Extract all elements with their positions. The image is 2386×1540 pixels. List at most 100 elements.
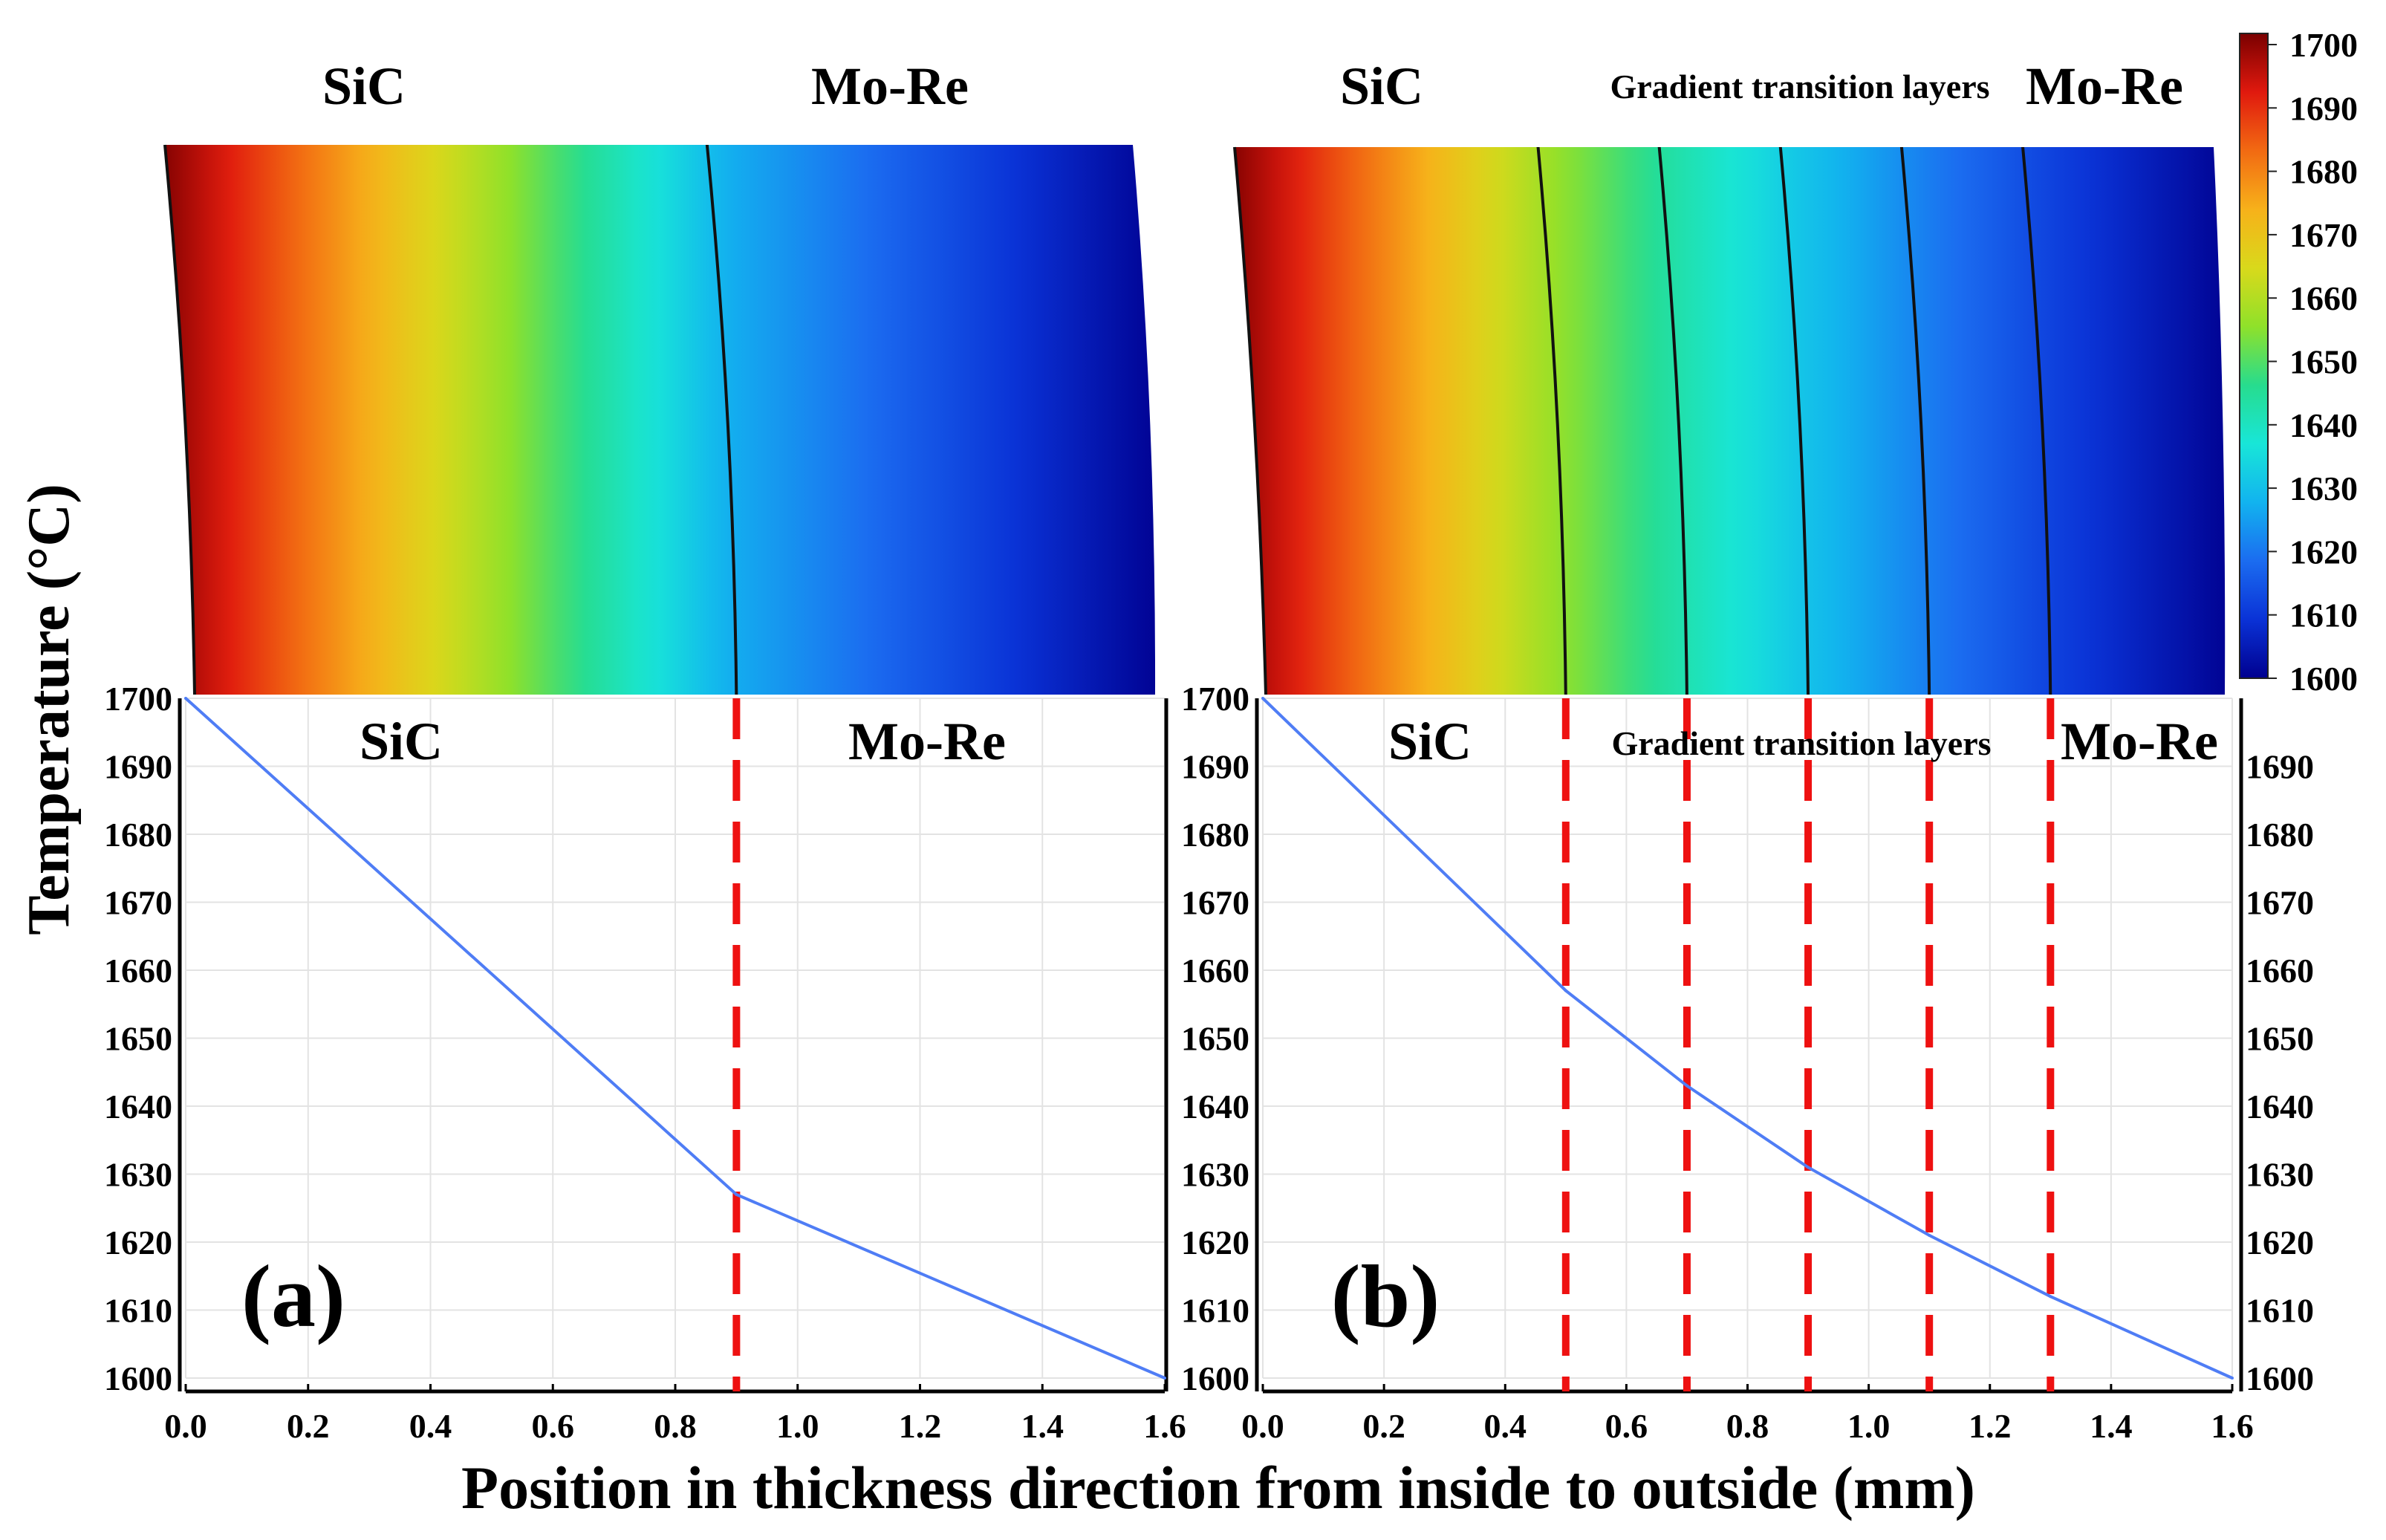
layer-interface — [1778, 147, 1810, 695]
x-tick-label: 0.0 — [1241, 1407, 1284, 1445]
y-tick-label: 1700 — [1181, 680, 1249, 718]
contour-b-fill — [1235, 147, 2226, 695]
plot-a-right-label: Mo-Re — [848, 712, 1006, 771]
y-tick-label: 1640 — [2246, 1088, 2314, 1125]
colorbar-tick-label: 1690 — [2289, 89, 2358, 127]
x-tick-label: 0.8 — [1726, 1407, 1769, 1445]
data-point — [735, 1192, 738, 1196]
data-point — [1685, 1084, 1688, 1088]
x-tick-label: 0.8 — [654, 1407, 697, 1445]
contour-a-right-label: Mo-Re — [811, 56, 969, 116]
x-tick-label: 0.4 — [1484, 1407, 1527, 1445]
contour-b-inner-edge — [1233, 146, 1267, 695]
x-tick-label: 1.4 — [2090, 1407, 2133, 1445]
y-tick-label: 1680 — [104, 816, 172, 854]
contour-b-middle-label: Gradient transition layers — [1610, 68, 1989, 105]
data-point — [1564, 989, 1567, 992]
y-tick-label: 1630 — [2246, 1156, 2314, 1194]
layer-interface — [2021, 147, 2052, 695]
plot-b-left-label: SiC — [1388, 712, 1472, 771]
x-tick-label: 0.2 — [1362, 1407, 1405, 1445]
colorbar-tick-label: 1610 — [2289, 597, 2358, 634]
layer-interface — [705, 145, 738, 695]
x-tick-label: 0.0 — [164, 1407, 207, 1445]
colorbar-fill — [2239, 33, 2269, 679]
y-tick-label: 1640 — [104, 1088, 172, 1125]
contour-b — [1233, 146, 2226, 695]
colorbar-tick-label: 1680 — [2289, 153, 2358, 191]
y-tick-label: 1620 — [104, 1224, 172, 1261]
y-tick-label: 1610 — [104, 1292, 172, 1330]
plot-b-right-label: Mo-Re — [2061, 712, 2218, 771]
colorbar: 1700 1690 1680 1670 1660 1650 1640 1630 1620 1610… — [2239, 26, 2358, 698]
y-tick-label: 1690 — [104, 748, 172, 786]
panel-b-label: (b) — [1331, 1247, 1440, 1345]
layer-interface — [1657, 147, 1688, 695]
plot-b: 0.0 0.2 0.4 0.6 0.8 1.0 1.2 1.4 1.6 1690 1680 1670 1… — [1181, 680, 2314, 1445]
y-tick-label: 1670 — [104, 884, 172, 922]
data-point — [1807, 1166, 1810, 1169]
x-tick-label: 0.2 — [287, 1407, 330, 1445]
x-tick-label: 1.4 — [1021, 1407, 1064, 1445]
data-point — [184, 697, 187, 700]
colorbar-tick-label: 1640 — [2289, 406, 2358, 444]
panel-a-label: (a) — [241, 1247, 345, 1345]
plot-a-left-label: SiC — [360, 712, 443, 771]
y-tick-label: 1670 — [1181, 884, 1249, 922]
y-tick-label: 1600 — [2246, 1359, 2314, 1397]
x-tick-label: 1.0 — [1847, 1407, 1891, 1445]
data-point — [1928, 1233, 1931, 1237]
y-tick-label: 1660 — [1181, 952, 1249, 990]
y-tick-label: 1670 — [2246, 884, 2314, 922]
plot-b-middle-label: Gradient transition layers — [1611, 724, 1991, 762]
x-tick-label: 1.6 — [1143, 1407, 1186, 1445]
colorbar-tick-label: 1670 — [2289, 216, 2358, 254]
colorbar-tick-label: 1650 — [2289, 343, 2358, 381]
y-tick-label: 1610 — [2246, 1292, 2314, 1330]
x-tick-label: 1.6 — [2211, 1407, 2254, 1445]
y-tick-label: 1650 — [2246, 1020, 2314, 1058]
x-tick-label: 1.2 — [1969, 1407, 2012, 1445]
contour-a-fill — [165, 145, 1156, 695]
y-tick-label: 1680 — [2246, 816, 2314, 854]
y-tick-label: 1630 — [1181, 1156, 1249, 1194]
y-tick-label: 1660 — [104, 952, 172, 990]
y-tick-label: 1620 — [1181, 1224, 1249, 1261]
y-tick-label: 1630 — [104, 1156, 172, 1194]
x-tick-label: 0.4 — [409, 1407, 452, 1445]
data-point — [1261, 697, 1264, 700]
plot-a: 0.0 0.2 0.4 0.6 0.8 1.0 1.2 1.4 1.6 1700 1690 1680 1… — [104, 680, 1186, 1445]
contour-b-left-label: SiC — [1340, 56, 1423, 116]
x-tick-label: 0.6 — [532, 1407, 575, 1445]
y-tick-label: 1690 — [2246, 748, 2314, 786]
y-tick-label: 1600 — [1181, 1359, 1249, 1397]
colorbar-tick-label: 1620 — [2289, 533, 2358, 571]
y-tick-label: 1640 — [1181, 1088, 1249, 1125]
x-tick-label: 0.6 — [1605, 1407, 1648, 1445]
colorbar-tick-label: 1600 — [2289, 660, 2358, 698]
contour-a — [163, 144, 1156, 695]
y-tick-label: 1610 — [1181, 1292, 1249, 1330]
layer-interface — [1535, 147, 1567, 695]
colorbar-tick-label: 1700 — [2289, 26, 2358, 64]
x-axis-title: Position in thickness direction from ins… — [461, 1454, 1975, 1521]
data-point — [2231, 1377, 2234, 1380]
data-point — [2049, 1295, 2052, 1299]
colorbar-tick-label: 1660 — [2289, 279, 2358, 317]
y-tick-label: 1700 — [104, 680, 172, 718]
data-point — [1163, 1377, 1166, 1380]
y-axis-title: Temperature (°C) — [16, 484, 82, 935]
contour-a-inner-edge — [163, 144, 196, 695]
y-tick-label: 1650 — [1181, 1020, 1249, 1058]
x-tick-label: 1.0 — [776, 1407, 819, 1445]
colorbar-tick-label: 1630 — [2289, 470, 2358, 507]
y-tick-label: 1600 — [104, 1359, 172, 1397]
y-tick-label: 1650 — [104, 1020, 172, 1058]
y-tick-label: 1620 — [2246, 1224, 2314, 1261]
y-tick-label: 1690 — [1181, 748, 1249, 786]
y-tick-label: 1660 — [2246, 952, 2314, 990]
x-tick-label: 1.2 — [899, 1407, 942, 1445]
layer-interface — [1899, 147, 1931, 695]
contour-b-right-label: Mo-Re — [2026, 56, 2183, 116]
